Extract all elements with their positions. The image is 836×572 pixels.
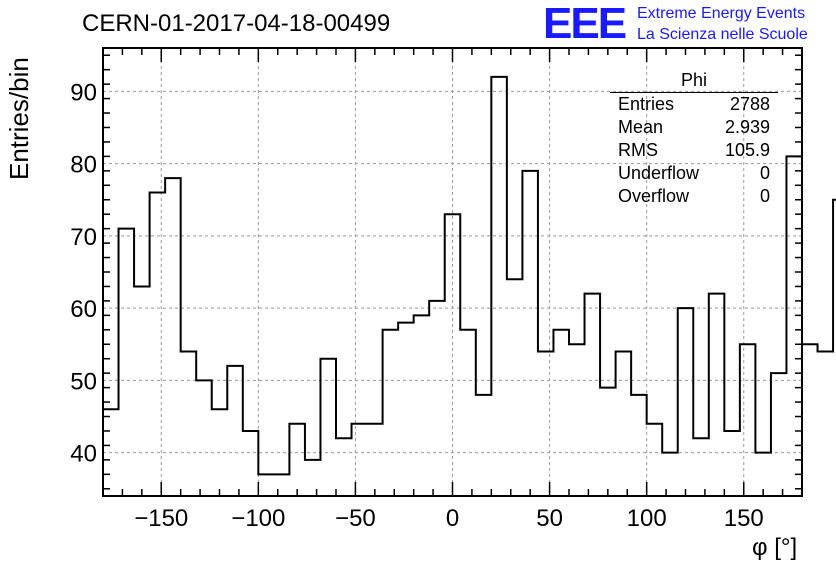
histogram-bin <box>491 77 507 496</box>
histogram-bin <box>336 438 352 496</box>
histogram-bin <box>305 460 321 496</box>
y-axis-label: Entries/bin <box>4 57 34 180</box>
y-tick-label: 50 <box>70 368 97 395</box>
histogram-bin <box>476 395 492 496</box>
histogram-bin <box>818 351 834 496</box>
stats-box: Phi Entries 2788 Mean 2.939 RMS 105.9 Un… <box>610 70 778 208</box>
histogram-bin <box>398 323 414 496</box>
x-tick-label: −100 <box>231 505 285 532</box>
histogram-bin <box>771 373 787 496</box>
histogram-bin <box>631 395 647 496</box>
histogram-bin <box>429 301 445 496</box>
stats-value: 2788 <box>729 94 770 114</box>
histogram-bin <box>181 351 197 496</box>
histogram-bin <box>647 424 663 496</box>
histogram-bin <box>802 344 818 496</box>
stats-label: Underflow <box>618 163 700 183</box>
y-tick-label: 90 <box>70 79 97 106</box>
histogram-bin <box>662 453 678 496</box>
y-tick-label: 70 <box>70 224 97 251</box>
axis-ticks <box>102 48 803 496</box>
histogram-bin <box>569 344 585 496</box>
stats-title: Phi <box>610 70 778 93</box>
brand-line-2: La Scienza nelle Scuole <box>637 26 808 43</box>
axis-tick-labels: −150 −100 −50 0 50 100 150 40 50 60 70 80 90 <box>70 79 763 532</box>
histogram-bin <box>445 214 461 496</box>
histogram-bin <box>724 431 740 496</box>
y-tick-label: 60 <box>70 296 97 323</box>
stats-row-underflow: Underflow 0 <box>610 162 778 185</box>
stats-value: 105.9 <box>724 140 770 160</box>
stats-label: RMS <box>618 140 658 160</box>
histogram-bin <box>134 286 150 496</box>
histogram-bin <box>320 359 336 496</box>
histogram-bin <box>243 431 259 496</box>
histogram-bin <box>212 409 228 496</box>
x-tick-label: 50 <box>536 505 563 532</box>
histogram-bin <box>274 474 290 496</box>
x-tick-label: −150 <box>134 505 188 532</box>
stats-label: Overflow <box>618 186 690 206</box>
eee-logo: EEE <box>543 0 627 48</box>
histogram-bin <box>352 424 368 496</box>
brand-line-1: Extreme Energy Events <box>637 5 806 22</box>
x-axis-label: φ [°] <box>752 534 798 561</box>
stats-label: Mean <box>618 117 664 137</box>
stats-row-mean: Mean 2.939 <box>610 116 778 139</box>
y-tick-label: 40 <box>70 441 97 468</box>
histogram-bin <box>227 366 243 496</box>
histogram-bin <box>585 294 601 496</box>
histogram-bin <box>507 279 523 496</box>
stats-value: 0 <box>759 186 770 206</box>
histogram-outline <box>103 75 836 476</box>
stats-value: 2.939 <box>724 117 770 137</box>
histogram-bin <box>522 171 538 496</box>
stats-row-rms: RMS 105.9 <box>610 139 778 162</box>
histogram-series <box>103 75 836 496</box>
x-tick-label: 0 <box>446 505 459 532</box>
histogram-bin <box>616 351 632 496</box>
histogram-bin <box>150 193 166 496</box>
stats-row-overflow: Overflow 0 <box>610 185 778 208</box>
y-tick-label: 80 <box>70 152 97 179</box>
histogram-bin <box>383 330 399 496</box>
histogram-bin <box>740 344 756 496</box>
x-tick-label: −50 <box>335 505 376 532</box>
stats-row-entries: Entries 2788 <box>610 93 778 116</box>
histogram-bin <box>165 178 181 496</box>
histogram-bin <box>414 315 430 496</box>
histogram-bin <box>289 424 305 496</box>
histogram-bin <box>553 330 569 496</box>
histogram-bin <box>678 308 694 496</box>
stats-value: 0 <box>759 163 770 183</box>
run-title: CERN-01-2017-04-18-00499 <box>82 10 391 37</box>
stats-label: Entries <box>618 94 675 114</box>
histogram-bin <box>258 474 274 496</box>
histogram-bin <box>600 388 616 496</box>
histogram-bin <box>709 294 725 496</box>
x-tick-label: 100 <box>627 505 667 532</box>
histogram-bin <box>103 409 119 496</box>
histogram-bin <box>196 380 212 496</box>
histogram-bin <box>119 229 135 496</box>
histogram-bin <box>460 330 476 496</box>
histogram-bin <box>367 424 383 496</box>
histogram-bin <box>538 351 554 496</box>
x-tick-label: 150 <box>724 505 764 532</box>
histogram-bin <box>693 438 709 496</box>
